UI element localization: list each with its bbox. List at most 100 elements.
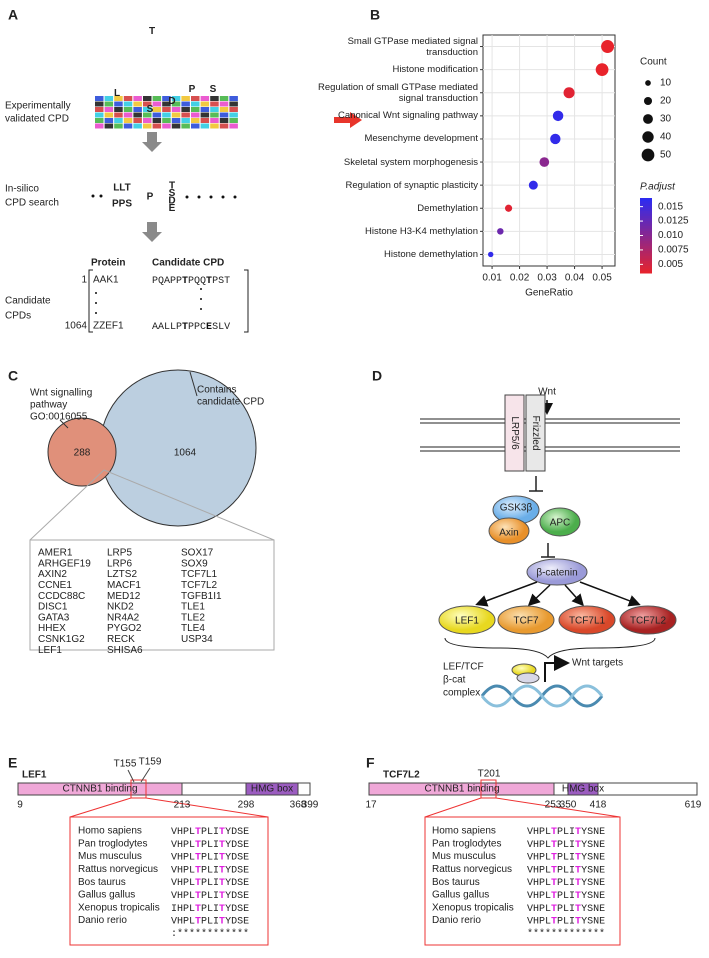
dot	[200, 308, 202, 310]
panel-label: E	[8, 755, 17, 771]
dot	[95, 312, 97, 314]
cpd-sequence-part: T	[206, 276, 212, 287]
sequence: VHPLTPLITYSNE	[527, 891, 605, 902]
gene-name: CCNE1	[38, 580, 72, 591]
gene-name: TLE2	[181, 612, 205, 623]
x-tick-label: 0.05	[592, 273, 612, 284]
sequence-part: T	[219, 903, 225, 914]
logo-block	[181, 118, 190, 123]
gene-name: LEF1	[38, 645, 62, 656]
logo-block	[143, 101, 152, 107]
gene-name: CSNK1G2	[38, 634, 85, 645]
legend-label: 20	[660, 96, 672, 107]
colorbar-step	[640, 230, 652, 234]
dot	[95, 292, 97, 294]
sequence: VHPLTPLITYSNE	[527, 839, 605, 850]
logo-block	[123, 112, 133, 118]
gene-name: USP34	[181, 634, 213, 645]
sequence-part: VHPL	[527, 827, 551, 838]
colorbar-step	[640, 263, 652, 266]
pointer-line	[189, 371, 198, 397]
legend-dot	[641, 148, 655, 162]
sequence-part: T	[195, 916, 201, 927]
node-label: LEF1	[455, 616, 479, 627]
gene-name: TCF7L1	[181, 569, 218, 580]
site-line	[127, 769, 135, 783]
colorbar-label: 0.010	[658, 230, 683, 241]
logo-block	[104, 118, 114, 123]
sequence-part: VHPL	[171, 852, 195, 863]
legend-dot	[643, 114, 653, 124]
cpd-sequence-part: PST	[212, 276, 230, 287]
panel-label: F	[366, 755, 375, 771]
category-label-box: Skeletal system morphogenesis	[344, 157, 478, 168]
sequence-part: PLI	[557, 903, 575, 914]
dot	[185, 195, 189, 199]
complex-shape	[516, 672, 540, 684]
y-tick-label: Regulation of small GTPase mediated sign…	[318, 81, 478, 104]
domain-label: HMG box	[562, 784, 604, 795]
set-label: candidate CPD	[197, 397, 264, 408]
inhibition	[541, 543, 555, 558]
gene-name: LZTS2	[107, 569, 137, 580]
logo-block	[200, 112, 210, 118]
logo-block	[104, 112, 114, 118]
zoom-line	[495, 797, 621, 818]
logo-block	[162, 123, 171, 129]
species-name: Pan troglodytes	[78, 838, 148, 849]
position-label: 619	[685, 800, 702, 811]
sequence-part: T	[219, 891, 225, 902]
logo-block	[210, 96, 219, 101]
sequence-part: PLI	[557, 827, 575, 838]
sequence-part: PLI	[557, 852, 575, 863]
dot	[200, 288, 202, 290]
logo-block	[152, 118, 162, 123]
logo-block	[152, 112, 162, 118]
position-label: 9	[17, 800, 23, 811]
sequence-part: VHPL	[527, 852, 551, 863]
y-tick-label: Histone demethylation	[384, 248, 478, 260]
logo-block	[133, 107, 142, 112]
dot	[528, 180, 538, 190]
sequence-part: PLI	[557, 839, 575, 850]
sequence-part: T	[195, 878, 201, 889]
logo-block	[200, 123, 210, 129]
logo-block	[143, 118, 152, 123]
logo-block	[181, 101, 190, 107]
sequence: VHPLTPLITYDSE	[171, 827, 249, 838]
colorbar-step	[640, 233, 652, 236]
logo-block	[171, 107, 181, 112]
gene-name: LRP6	[107, 558, 132, 569]
domain-label: HMG box	[251, 784, 293, 795]
y-tick-label: Regulation of synaptic plasticity	[345, 179, 478, 191]
colorbar-step	[640, 200, 652, 204]
colorbar-step	[640, 228, 652, 231]
position-label: 298	[238, 800, 255, 811]
set-label: GO:0016055	[30, 412, 88, 423]
legend-label: 10	[660, 78, 672, 89]
species-name: Mus musculus	[78, 851, 142, 862]
conservation: :************	[171, 928, 249, 940]
logo-block	[143, 96, 152, 101]
logo-block	[114, 123, 123, 129]
sequence-part: T	[551, 852, 557, 863]
flow-arrow	[142, 222, 162, 242]
sequence-part: YDSE	[225, 865, 249, 876]
sequence-part: YSNE	[581, 852, 605, 863]
sequence-part: PLI	[201, 891, 219, 902]
position-label: 350	[560, 800, 577, 811]
cpd-sequence: AALLPTPPCESLV	[152, 322, 230, 333]
colorbar-step	[640, 235, 652, 239]
sequence-part: PLI	[557, 891, 575, 902]
colorbar-step	[640, 213, 652, 216]
sequence-part: YSNE	[581, 878, 605, 889]
logo-block	[210, 112, 219, 118]
position-label: 17	[365, 800, 377, 811]
category-label-box: Histone modification	[392, 64, 478, 75]
set-label: Contains	[197, 385, 236, 396]
arrows	[475, 581, 641, 607]
receptor-label: Frizzled	[530, 415, 541, 450]
sequence-part: T	[219, 852, 225, 863]
logo-block	[133, 123, 142, 129]
